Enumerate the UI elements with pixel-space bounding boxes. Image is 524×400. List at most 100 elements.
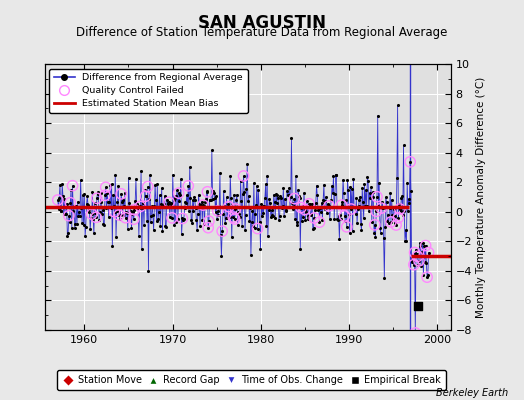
- Point: [421, 242, 430, 249]
- Point: [379, 235, 388, 241]
- Point: [325, 203, 333, 209]
- Point: [314, 206, 322, 213]
- Point: [144, 268, 152, 274]
- Point: [374, 203, 383, 210]
- Point: [247, 219, 256, 226]
- Point: [53, 197, 62, 203]
- Point: [116, 212, 125, 218]
- Point: [144, 184, 152, 190]
- Text: Berkeley Earth: Berkeley Earth: [436, 388, 508, 398]
- Point: [187, 217, 195, 223]
- Point: [218, 228, 226, 234]
- Point: [310, 215, 319, 221]
- Point: [92, 214, 100, 220]
- Point: [93, 195, 101, 202]
- Point: [80, 222, 88, 228]
- Point: [421, 259, 429, 265]
- Point: [178, 215, 187, 222]
- Point: [196, 202, 205, 208]
- Point: [374, 112, 382, 119]
- Point: [346, 184, 355, 190]
- Point: [339, 176, 347, 183]
- Point: [209, 196, 217, 202]
- Point: [129, 216, 138, 222]
- Point: [107, 205, 115, 211]
- Point: [88, 188, 96, 195]
- Point: [243, 161, 252, 168]
- Point: [381, 224, 389, 230]
- Point: [184, 183, 192, 189]
- Point: [399, 212, 407, 218]
- Point: [56, 182, 64, 188]
- Point: [115, 212, 123, 218]
- Point: [261, 194, 269, 201]
- Point: [375, 180, 384, 186]
- Point: [203, 188, 212, 195]
- Point: [155, 209, 163, 215]
- Point: [111, 208, 119, 215]
- Point: [165, 199, 173, 206]
- Point: [419, 272, 428, 278]
- Point: [104, 214, 113, 220]
- Point: [168, 215, 176, 221]
- Point: [173, 187, 181, 194]
- Point: [122, 214, 130, 221]
- Point: [408, 259, 416, 265]
- Point: [222, 194, 231, 200]
- Point: [150, 203, 159, 210]
- Point: [100, 222, 108, 228]
- Point: [115, 216, 124, 222]
- Point: [137, 168, 145, 174]
- Point: [114, 182, 123, 189]
- Point: [368, 218, 376, 225]
- Point: [290, 195, 299, 202]
- Point: [376, 224, 384, 231]
- Point: [322, 194, 330, 200]
- Point: [226, 172, 234, 179]
- Point: [57, 208, 66, 214]
- Point: [217, 253, 226, 259]
- Point: [400, 208, 408, 215]
- Point: [412, 251, 421, 257]
- Point: [73, 221, 81, 228]
- Point: [196, 222, 204, 229]
- Point: [341, 213, 349, 219]
- Point: [359, 199, 367, 206]
- Point: [392, 222, 400, 228]
- Point: [398, 193, 406, 199]
- Point: [263, 173, 271, 179]
- Point: [63, 232, 72, 239]
- Point: [117, 191, 125, 197]
- Point: [253, 183, 261, 189]
- Point: [95, 209, 104, 215]
- Point: [320, 182, 328, 188]
- Point: [72, 202, 80, 209]
- Point: [365, 208, 373, 214]
- Point: [214, 208, 222, 214]
- Point: [219, 211, 227, 218]
- Point: [198, 198, 206, 205]
- Point: [99, 207, 107, 213]
- Point: [136, 203, 145, 210]
- Point: [235, 211, 243, 218]
- Point: [68, 225, 76, 232]
- Point: [118, 212, 127, 218]
- Point: [151, 197, 160, 204]
- Point: [332, 172, 341, 178]
- Point: [133, 200, 141, 207]
- Point: [267, 213, 275, 220]
- Point: [323, 201, 332, 207]
- Point: [237, 198, 246, 204]
- Point: [261, 181, 270, 187]
- Point: [204, 224, 212, 231]
- Point: [131, 198, 139, 204]
- Point: [66, 200, 74, 206]
- Point: [305, 200, 314, 207]
- Point: [135, 232, 143, 239]
- Point: [71, 220, 80, 227]
- Point: [314, 204, 323, 211]
- Point: [135, 204, 144, 211]
- Point: [289, 203, 298, 209]
- Point: [177, 176, 185, 182]
- Point: [381, 194, 390, 201]
